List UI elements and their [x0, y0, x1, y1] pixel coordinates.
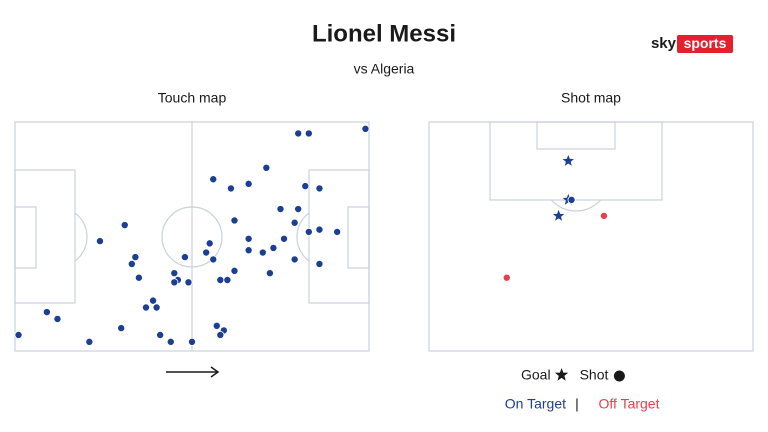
touch-point — [216, 330, 225, 339]
legend-circle — [613, 370, 625, 382]
logo-brand: sky — [651, 35, 677, 52]
touch-point — [166, 337, 175, 346]
shot-pitch — [428, 121, 754, 352]
touch-point — [131, 253, 140, 262]
touch-point — [599, 211, 608, 220]
touch-point — [230, 266, 239, 275]
chart-title: Touch map — [158, 90, 227, 106]
touch-point — [117, 324, 126, 333]
touch-point — [567, 195, 576, 204]
legend-label: Shot — [580, 367, 609, 383]
logo-badge — [677, 35, 733, 53]
touch-point — [53, 314, 62, 323]
touch-point — [156, 330, 165, 339]
touch-point — [315, 259, 324, 268]
touch-point — [209, 175, 218, 184]
touch-pitch — [14, 121, 370, 352]
chart-title: Shot map — [561, 90, 621, 106]
touch-point — [226, 184, 235, 193]
touch-point — [244, 179, 253, 188]
touch-point — [280, 234, 289, 243]
touch-point — [205, 239, 214, 248]
touch-point — [244, 234, 253, 243]
touch-point — [265, 269, 274, 278]
touch-point — [170, 278, 179, 287]
legend-star — [554, 368, 569, 381]
touch-point — [294, 129, 303, 138]
touch-point — [230, 216, 239, 225]
touch-point — [212, 321, 221, 330]
touch-point — [502, 273, 511, 282]
touch-point — [152, 303, 161, 312]
touch-point — [304, 129, 313, 138]
touch-point — [315, 225, 324, 234]
touch-point — [184, 278, 193, 287]
touch-point — [315, 184, 324, 193]
touch-point — [149, 296, 158, 305]
touch-point — [269, 243, 278, 252]
touch-point — [361, 124, 370, 133]
legend-entry: On Target — [505, 396, 566, 412]
touch-point — [294, 205, 303, 214]
touch-point — [223, 276, 232, 285]
touch-point — [127, 259, 136, 268]
legend-entry: Off Target — [599, 396, 660, 412]
touch-point — [95, 237, 104, 246]
touch-point — [304, 227, 313, 236]
touch-point — [209, 255, 218, 264]
touch-point — [244, 246, 253, 255]
touch-point — [120, 221, 129, 230]
touch-point — [180, 253, 189, 262]
touch-point — [14, 330, 23, 339]
touch-point — [216, 276, 225, 285]
touch-point — [301, 182, 310, 191]
touch-point — [290, 255, 299, 264]
touch-point — [187, 337, 196, 346]
subtitle: vs Algeria — [354, 61, 415, 77]
touch-point — [134, 273, 143, 282]
touch-point — [262, 163, 271, 172]
logo-product: sports — [684, 35, 727, 51]
legend-label: Goal — [521, 367, 551, 383]
touch-point — [333, 227, 342, 236]
touch-point — [276, 205, 285, 214]
legend-separator: | — [575, 396, 579, 412]
touch-point — [85, 337, 94, 346]
touch-point — [290, 218, 299, 227]
goal-marker — [562, 154, 574, 166]
touch-point — [42, 308, 51, 317]
touch-point — [258, 248, 267, 257]
title: Lionel Messi — [312, 20, 456, 47]
touch-point — [141, 303, 150, 312]
direction-arrow — [166, 366, 220, 378]
touch-point — [202, 248, 211, 257]
goal-marker — [552, 209, 565, 221]
touch-point — [170, 269, 179, 278]
